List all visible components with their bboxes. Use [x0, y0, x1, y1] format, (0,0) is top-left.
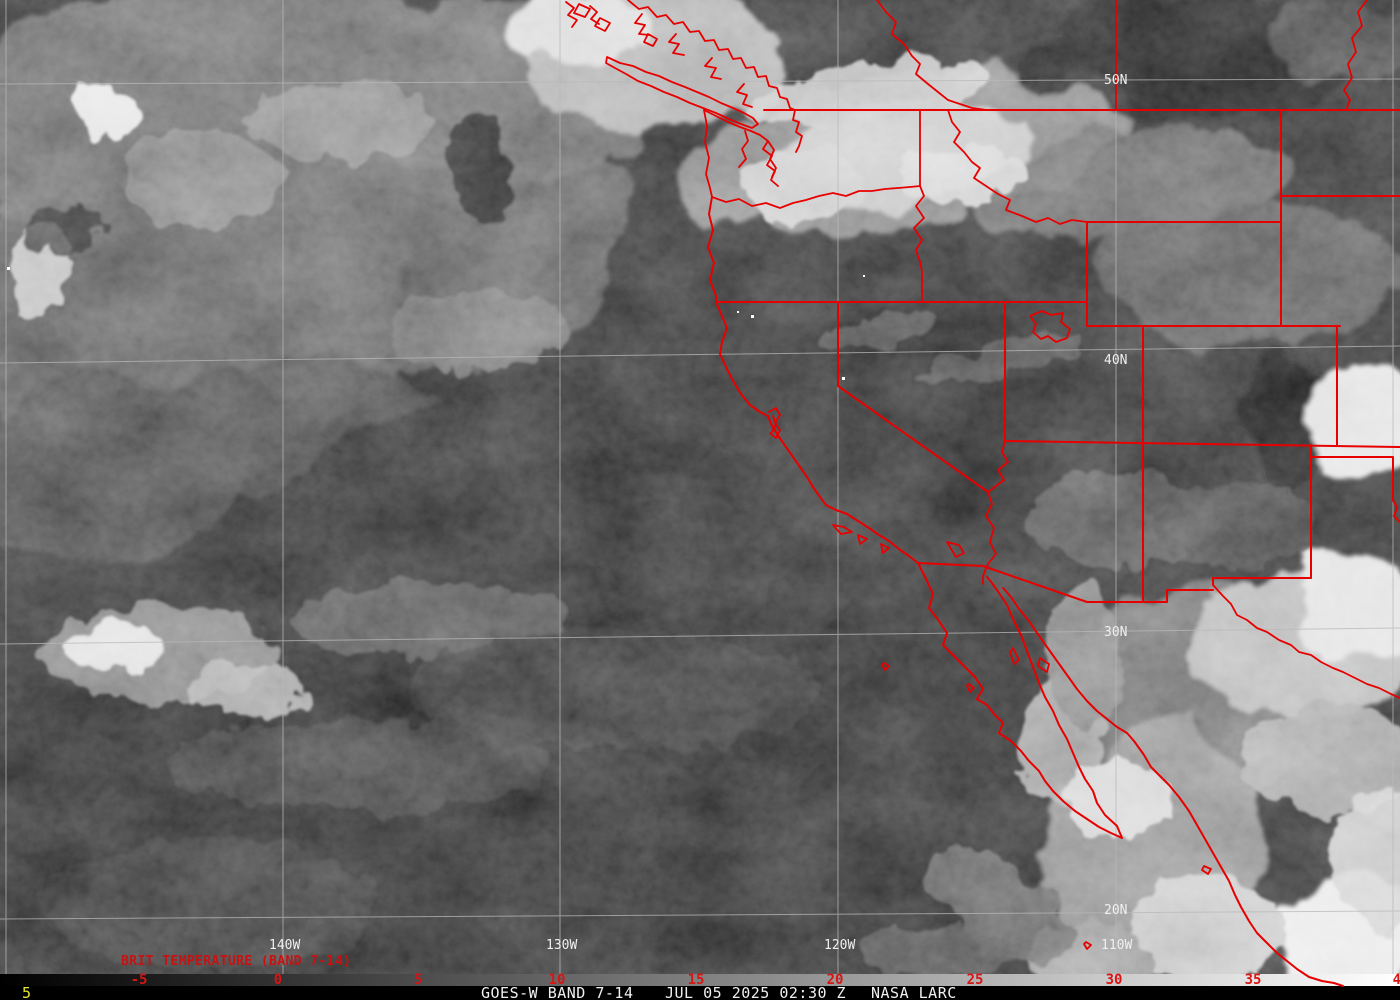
- coast-mexico-mainland: [1002, 587, 1344, 987]
- bc-islands: [573, 3, 658, 47]
- coast-wa: [703, 109, 713, 198]
- border-tx-nm: [1212, 577, 1312, 586]
- san-francisco-bay: [768, 407, 781, 439]
- coast-bc-mainland: [627, 0, 803, 153]
- border-id-mt: [947, 109, 1088, 225]
- colorbar-tick-10: 10: [548, 972, 566, 988]
- salton-sea: [946, 541, 965, 558]
- coast-baja-gulf: [986, 576, 1123, 839]
- brightness-temperature-caption: BRIT TEMPERATURE (BAND 7-14): [121, 954, 352, 969]
- status-bar-background: [0, 986, 1400, 1000]
- boundary-overlay: [565, 0, 1400, 987]
- lon-label-130w: 130W: [546, 938, 578, 953]
- noise-overlay: [0, 0, 1400, 974]
- border-ca-nv: [837, 301, 989, 493]
- lon-label-120w: 120W: [824, 938, 856, 953]
- puget-sound: [703, 109, 779, 187]
- coast-baja-pacific: [917, 562, 1123, 839]
- border-bc-ab: [876, 0, 988, 111]
- colorbar-tick-neg5: -5: [130, 972, 148, 988]
- border-us-mexico: [917, 562, 1214, 603]
- coast-or-ca: [707, 196, 919, 564]
- status-left-value: 5: [22, 984, 32, 1000]
- graticule: [0, 0, 1400, 975]
- lat-label-50n: 50N: [1104, 73, 1128, 88]
- colorbar-tick-0: 0: [273, 972, 283, 988]
- lat-label-30n: 30N: [1104, 625, 1128, 640]
- bc-fjords: [565, 1, 753, 108]
- channel-islands: [832, 524, 890, 554]
- border-37n: [1004, 440, 1400, 448]
- status-datetime: JUL 05 2025 02:30 Z: [665, 984, 847, 1000]
- lon-label-110w: 110W: [1101, 938, 1133, 953]
- border-tx-ok: [1310, 456, 1400, 523]
- border-az-nv-river: [982, 440, 1009, 585]
- colorbar-tick-35: 35: [1244, 972, 1262, 988]
- colorbar-tick-15: 15: [687, 972, 705, 988]
- gulf-islands: [881, 647, 1212, 950]
- border-sk-mb: [1343, 0, 1368, 111]
- colorbar-gradient: [0, 974, 1400, 986]
- status-credit: NASA LARC: [871, 984, 957, 1000]
- border-mt-east: [1280, 109, 1400, 223]
- lon-label-140w: 140W: [269, 938, 301, 953]
- colorbar-tick-5: 5: [413, 972, 423, 988]
- columbia-river-wa-or: [711, 185, 921, 209]
- lat-label-20n: 20N: [1104, 903, 1128, 918]
- vancouver-island: [605, 56, 759, 129]
- colorbar-tick-30: 30: [1105, 972, 1123, 988]
- colorbar-tick-25: 25: [966, 972, 984, 988]
- great-salt-lake: [1029, 310, 1071, 343]
- rio-grande: [1212, 584, 1400, 699]
- lat-label-40n: 40N: [1104, 353, 1128, 368]
- border-wa-or-id: [913, 109, 925, 303]
- status-product-label: GOES-W BAND 7-14: [481, 984, 634, 1000]
- colorbar-tick-20: 20: [826, 972, 844, 988]
- colorbar-tick-40: 40: [1392, 972, 1400, 988]
